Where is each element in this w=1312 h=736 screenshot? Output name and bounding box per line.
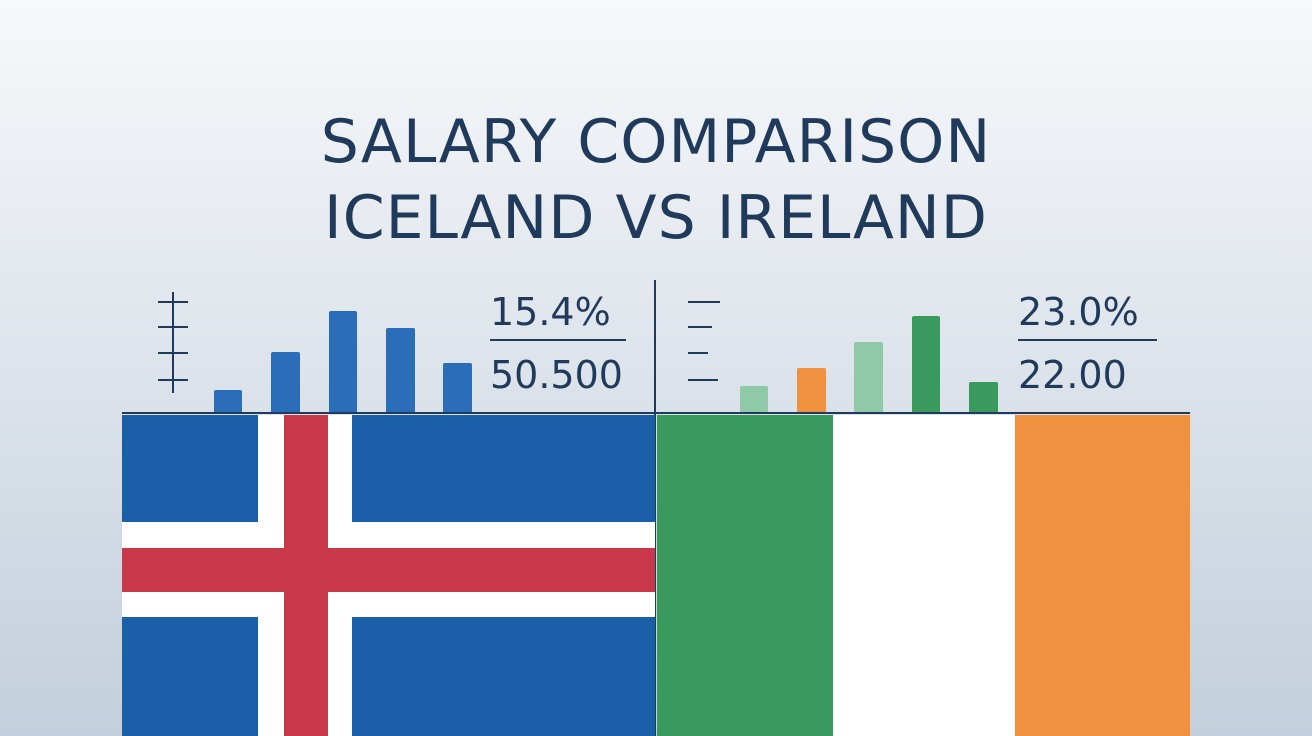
stat: 50.500 [490, 353, 623, 397]
stat: 15.4% [490, 290, 611, 334]
ticks [688, 301, 720, 381]
title-line: ICELAND VS IRELAND [324, 183, 988, 253]
iceland-flag [122, 415, 655, 736]
bars [214, 311, 472, 413]
title-line: SALARY COMPARISON [321, 107, 992, 177]
left-chart: 15.4% 50.500 [158, 290, 626, 413]
ireland-flag [657, 415, 1190, 736]
ticks [158, 301, 188, 381]
bars [740, 316, 998, 413]
stat: 22.00 [1018, 353, 1127, 397]
right-chart: 23.0% 22.00 [688, 290, 1157, 413]
stat: 23.0% [1018, 290, 1139, 334]
